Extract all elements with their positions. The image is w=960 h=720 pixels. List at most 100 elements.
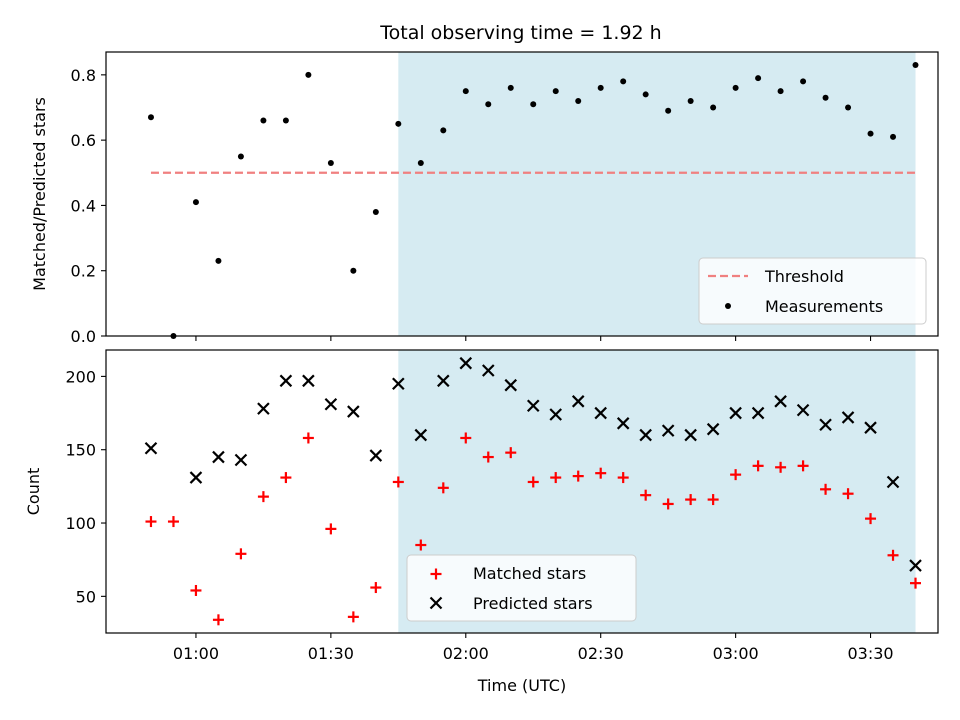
x-marker-b — [549, 408, 563, 421]
x-marker-b — [212, 450, 225, 464]
data-point — [440, 127, 447, 134]
matched-point — [865, 513, 877, 525]
matched-point — [595, 467, 607, 479]
matched-point — [797, 460, 809, 472]
x-marker-b — [594, 406, 607, 420]
x-marker-b — [257, 402, 270, 415]
x-marker-b — [369, 449, 383, 462]
x-tick-label: 02:00 — [443, 644, 489, 663]
data-point — [372, 208, 379, 215]
legend-label: Measurements — [765, 297, 883, 316]
x-marker-b — [819, 418, 832, 432]
x-marker-b — [279, 374, 293, 388]
data-point — [417, 159, 424, 166]
x-marker-b — [751, 406, 765, 420]
y-tick-label: 200 — [65, 367, 96, 386]
legend-box — [698, 257, 927, 325]
data-point — [597, 84, 604, 91]
x-marker-b — [302, 374, 315, 388]
matched-point — [347, 611, 359, 623]
matched-point — [707, 494, 719, 506]
y-tick-label: 100 — [65, 514, 96, 533]
predicted-point — [751, 406, 765, 420]
data-point — [215, 257, 222, 264]
x-marker-b — [429, 596, 443, 610]
data-point — [237, 153, 244, 160]
legend: Matched stars Predicted stars — [406, 554, 637, 622]
matched-point — [302, 432, 314, 444]
legend-box — [406, 554, 637, 622]
predicted-point — [616, 417, 630, 430]
x-marker-b — [437, 374, 450, 388]
y-tick-label: 0.6 — [71, 131, 96, 150]
x-marker-b — [864, 421, 877, 434]
x-marker-b — [841, 411, 855, 424]
legend-label: Predicted stars — [473, 594, 593, 613]
matched-point — [550, 472, 562, 484]
data-point — [350, 267, 357, 274]
matched-point — [752, 460, 764, 472]
legend-matched-swatch — [430, 568, 442, 580]
matched-point — [775, 461, 787, 473]
x-axis-label: Time (UTC) — [477, 676, 566, 695]
predicted-point — [189, 471, 203, 484]
predicted-point — [594, 406, 607, 420]
predicted-point — [774, 395, 787, 408]
x-tick-label: 03:30 — [847, 644, 893, 663]
data-point — [260, 117, 267, 124]
y-tick-label: 0.4 — [71, 196, 96, 215]
x-marker-b — [796, 403, 810, 417]
x-marker-b — [661, 424, 675, 437]
data-point — [890, 133, 897, 140]
data-point — [192, 199, 199, 206]
matched-point — [460, 432, 472, 444]
predicted-point — [504, 378, 518, 392]
matched-point — [730, 469, 742, 481]
data-point — [395, 120, 402, 127]
predicted-point — [841, 411, 855, 424]
data-point — [507, 84, 514, 91]
matched-point — [527, 476, 539, 488]
data-point — [620, 78, 627, 85]
data-point — [462, 88, 469, 95]
matched-point — [662, 498, 674, 510]
x-marker-b — [886, 475, 900, 489]
predicted-point — [144, 441, 158, 455]
axes-frame — [105, 349, 939, 634]
x-marker-b — [571, 395, 585, 408]
data-point — [687, 97, 694, 104]
matched-point — [437, 482, 449, 494]
predicted-point — [729, 406, 742, 420]
axes-frame — [105, 51, 939, 337]
x-marker-b — [684, 428, 697, 442]
x-marker-b — [189, 471, 203, 484]
predicted-point — [459, 356, 473, 370]
predicted-point — [684, 428, 697, 442]
predicted-point — [279, 374, 293, 388]
matched-point — [505, 447, 517, 459]
data-point — [485, 101, 492, 108]
x-marker-b — [616, 417, 630, 430]
data-point — [777, 88, 784, 95]
y-tick-label: 150 — [65, 441, 96, 460]
predicted-point — [864, 421, 877, 434]
matched-point — [257, 491, 269, 503]
figure-title: Total observing time = 1.92 h — [379, 22, 661, 44]
x-marker-b — [459, 356, 473, 370]
matched-point — [415, 539, 427, 551]
matched-point — [145, 516, 157, 528]
x-marker-b — [234, 453, 248, 467]
y-axis-label: Matched/Predicted stars — [30, 97, 49, 291]
x-tick-label: 01:00 — [173, 644, 219, 663]
x-marker-b — [481, 364, 495, 377]
x-marker-b — [324, 397, 338, 411]
predicted-point — [481, 364, 495, 377]
data-point — [732, 84, 739, 91]
predicted-point — [324, 397, 338, 411]
matched-point — [167, 516, 179, 528]
matched-point — [910, 577, 922, 589]
predicted-point — [639, 428, 652, 442]
data-point — [327, 159, 334, 166]
predicted-point — [414, 428, 428, 442]
